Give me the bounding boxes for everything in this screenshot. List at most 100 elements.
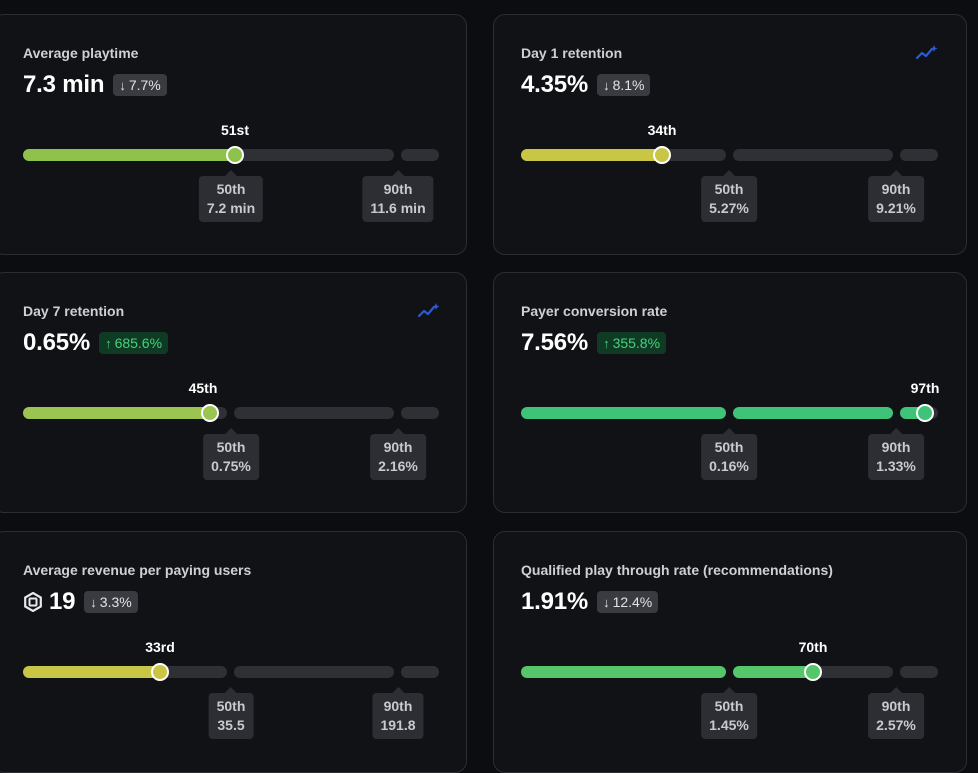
percentile-rank: 45th — [188, 380, 218, 396]
arrow-down-icon: ↓ — [603, 77, 610, 93]
tick-value: 0.75% — [211, 458, 251, 474]
percentile-rank: 51st — [220, 122, 250, 138]
metric-card-average-revenue-per-paying-user: Average revenue per paying users 19 ↓ 3.3… — [0, 531, 467, 773]
tick-value: 1.45% — [709, 717, 749, 733]
tick-label: 50th — [714, 181, 744, 197]
change-value: 685.6% — [114, 335, 163, 351]
percentile-rank: 97th — [910, 380, 940, 396]
tick-value: 2.16% — [378, 458, 418, 474]
tick-label: 50th — [216, 698, 246, 714]
trend-sparkle-icon[interactable] — [417, 301, 441, 321]
change-badge: ↑ 355.8% — [597, 332, 667, 354]
tick-pointer — [224, 687, 237, 693]
trend-sparkle-icon[interactable] — [915, 43, 939, 63]
arrow-down-icon: ↓ — [603, 594, 610, 610]
tick-value: 5.27% — [709, 200, 749, 216]
segment-track-1 — [521, 407, 726, 419]
tick-label: 50th — [216, 439, 246, 455]
tick-box: 50th 7.2 min — [198, 176, 264, 222]
segment-track-1 — [521, 666, 726, 678]
percentile-marker — [916, 404, 934, 422]
tick-pointer — [722, 170, 735, 176]
percentile-rank: 70th — [798, 639, 828, 655]
tick-50th: 50th 0.75% — [203, 428, 259, 480]
tick-value: 7.2 min — [206, 200, 256, 216]
metric-value: 0.65% — [23, 329, 91, 356]
tick-pointer — [889, 428, 902, 434]
percentile-marker — [653, 146, 671, 164]
tick-value: 1.33% — [876, 458, 916, 474]
tick-box: 90th 9.21% — [868, 176, 924, 222]
tick-label: 90th — [383, 181, 413, 197]
tick-box: 90th 191.8 — [372, 693, 424, 739]
percentile-marker — [151, 663, 169, 681]
tick-box: 50th 5.27% — [701, 176, 757, 222]
percentile-rank: 34th — [647, 122, 677, 138]
segment-track-3 — [401, 666, 439, 678]
card-title: Average playtime — [23, 45, 139, 61]
change-value: 7.7% — [128, 77, 161, 93]
tick-50th: 50th 35.5 — [208, 687, 254, 739]
robux-icon — [24, 592, 42, 612]
tick-pointer — [224, 428, 237, 434]
card-title: Average revenue per paying users — [23, 562, 252, 578]
tick-box: 90th 2.57% — [868, 693, 924, 739]
value-row: 7.3 min ↓ 7.7% — [23, 71, 167, 99]
tick-90th: 90th 1.33% — [868, 428, 924, 480]
value-row: 19 ↓ 3.3% — [23, 588, 138, 616]
tick-pointer — [722, 428, 735, 434]
percentile-rank: 33rd — [145, 639, 175, 655]
tick-90th: 90th 11.6 min — [362, 170, 434, 222]
segment-track-2 — [733, 407, 893, 419]
metric-card-day7-retention: Day 7 retention 0.65% ↑ 685.6% 45th 50th 0… — [0, 272, 467, 513]
tick-box: 90th 2.16% — [370, 434, 426, 480]
tick-50th: 50th 0.16% — [701, 428, 757, 480]
tick-50th: 50th 1.45% — [701, 687, 757, 739]
tick-pointer — [225, 170, 237, 176]
tick-box: 90th 1.33% — [868, 434, 924, 480]
segment-track-2 — [234, 407, 394, 419]
arrow-down-icon: ↓ — [119, 77, 126, 93]
tick-pointer — [391, 428, 404, 434]
change-badge: ↓ 3.3% — [84, 591, 138, 613]
value-row: 1.91% ↓ 12.4% — [521, 588, 659, 616]
metric-value: 1.91% — [521, 588, 589, 615]
tick-50th: 50th 7.2 min — [198, 170, 264, 222]
tick-box: 50th 1.45% — [701, 693, 757, 739]
tick-pointer — [391, 170, 404, 176]
segment-track-2 — [733, 149, 893, 161]
percentile-marker — [226, 146, 244, 164]
tick-label: 90th — [881, 181, 911, 197]
metric-card-day1-retention: Day 1 retention 4.35% ↓ 8.1% 34th 50th 5.2… — [493, 14, 967, 255]
tick-label: 90th — [881, 698, 911, 714]
tick-value: 11.6 min — [370, 200, 426, 216]
tick-value: 191.8 — [380, 717, 416, 733]
metric-card-payer-conversion-rate: Payer conversion rate 7.56% ↑ 355.8% 97th… — [493, 272, 967, 513]
metric-value: 19 — [49, 588, 76, 615]
change-value: 3.3% — [99, 594, 132, 610]
change-badge: ↓ 12.4% — [597, 591, 659, 613]
change-value: 12.4% — [612, 594, 653, 610]
tick-pointer — [889, 170, 902, 176]
tick-value: 0.16% — [709, 458, 749, 474]
tick-box: 50th 0.75% — [203, 434, 259, 480]
arrow-up-icon: ↑ — [603, 335, 610, 351]
tick-value: 9.21% — [876, 200, 916, 216]
metric-value: 4.35% — [521, 71, 589, 98]
tick-value: 35.5 — [217, 717, 245, 733]
tick-label: 50th — [216, 181, 246, 197]
metric-card-qualified-play-through-rate: Qualified play through rate (recommendat… — [493, 531, 967, 773]
tick-50th: 50th 5.27% — [701, 170, 757, 222]
segment-track-3 — [401, 407, 439, 419]
metric-value: 7.3 min — [23, 71, 105, 98]
percentile-marker — [804, 663, 822, 681]
tick-value: 2.57% — [876, 717, 916, 733]
change-value: 355.8% — [612, 335, 661, 351]
change-badge: ↓ 8.1% — [597, 74, 651, 96]
tick-box: 50th 35.5 — [208, 693, 254, 739]
change-badge: ↑ 685.6% — [99, 332, 169, 354]
tick-label: 50th — [714, 698, 744, 714]
percentile-marker — [201, 404, 219, 422]
tick-label: 50th — [714, 439, 744, 455]
percentile-fill — [23, 666, 160, 678]
